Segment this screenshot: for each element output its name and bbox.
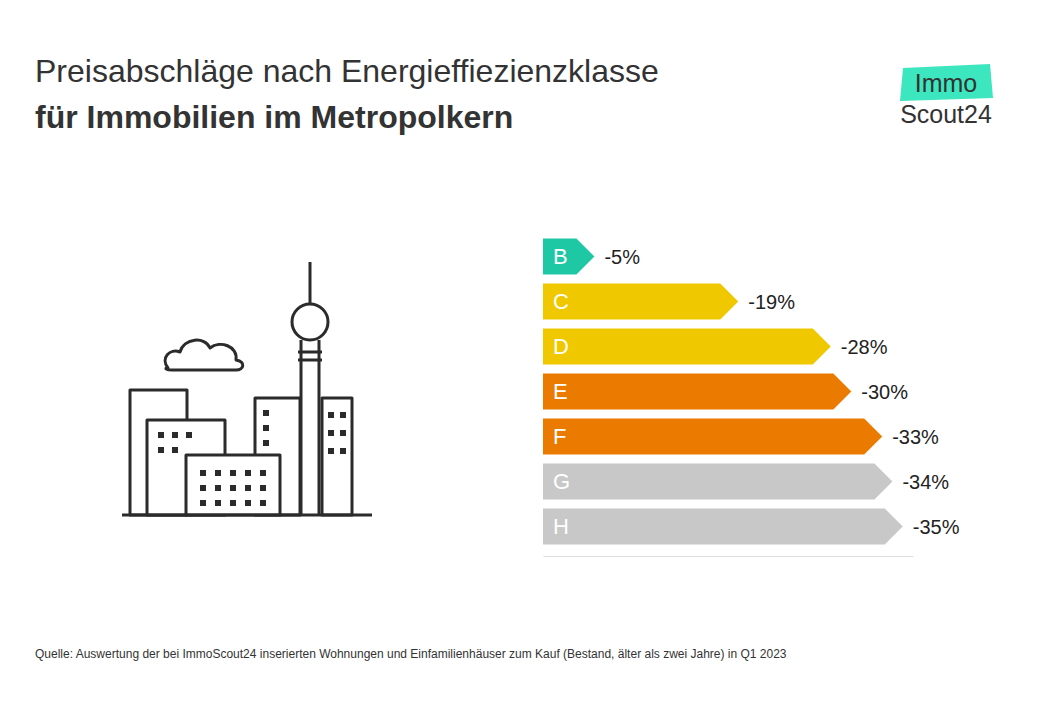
data-label: -35% bbox=[913, 516, 960, 538]
category-label: E bbox=[553, 379, 568, 404]
ground bbox=[122, 514, 372, 517]
title: Preisabschläge nach Energieffiezienzklas… bbox=[35, 53, 659, 89]
bar bbox=[543, 329, 831, 365]
tower bbox=[298, 340, 322, 515]
bars bbox=[543, 239, 903, 545]
bar bbox=[543, 284, 738, 320]
window bbox=[230, 500, 236, 506]
building bbox=[322, 398, 352, 515]
category-label: D bbox=[553, 334, 569, 359]
window bbox=[340, 448, 346, 454]
data-label: -19% bbox=[748, 291, 795, 313]
window bbox=[200, 485, 206, 491]
axis-line bbox=[544, 556, 914, 557]
window bbox=[260, 500, 266, 506]
window bbox=[340, 430, 346, 436]
category-labels: BCDEFGH bbox=[553, 244, 570, 539]
logo-text: Scout24 bbox=[900, 100, 992, 128]
window bbox=[158, 447, 164, 453]
window bbox=[263, 425, 269, 431]
window bbox=[340, 412, 346, 418]
illustration bbox=[122, 262, 372, 515]
x-axis bbox=[544, 556, 914, 557]
window bbox=[200, 500, 206, 506]
window bbox=[230, 485, 236, 491]
logo-background bbox=[900, 64, 993, 101]
data-label: -33% bbox=[892, 426, 939, 448]
windows bbox=[158, 410, 346, 506]
window bbox=[215, 500, 221, 506]
data-labels: -5% -19% -28% -30% -33% -34% -35% bbox=[604, 246, 959, 538]
window bbox=[158, 432, 164, 438]
window bbox=[215, 470, 221, 476]
window bbox=[263, 440, 269, 446]
logo-text: Immo bbox=[915, 69, 978, 97]
data-label: -30% bbox=[861, 381, 908, 403]
data-label: -5% bbox=[604, 246, 640, 268]
data-label: -34% bbox=[902, 471, 949, 493]
window bbox=[215, 485, 221, 491]
window bbox=[245, 470, 251, 476]
category-label: F bbox=[553, 424, 566, 449]
window bbox=[328, 412, 334, 418]
window bbox=[245, 485, 251, 491]
category-label: C bbox=[553, 289, 569, 314]
data-label: -28% bbox=[841, 336, 888, 358]
bar bbox=[543, 239, 594, 275]
category-label: G bbox=[553, 469, 570, 494]
building bbox=[186, 455, 280, 515]
window bbox=[230, 470, 236, 476]
window bbox=[200, 470, 206, 476]
bar bbox=[543, 419, 882, 455]
category-label: B bbox=[553, 244, 568, 269]
window bbox=[245, 500, 251, 506]
chart: Preisabschläge nach Energieffiezienzklas… bbox=[0, 0, 1050, 710]
window bbox=[260, 470, 266, 476]
window bbox=[260, 485, 266, 491]
window bbox=[263, 410, 269, 416]
logo: Immo Scout24 bbox=[900, 64, 993, 128]
bar bbox=[543, 464, 892, 500]
bar bbox=[543, 509, 903, 545]
source: Quelle: Auswertung der bei ImmoScout24 i… bbox=[35, 647, 787, 661]
window bbox=[328, 448, 334, 454]
window bbox=[172, 432, 178, 438]
cloud bbox=[165, 340, 243, 370]
subtitle: für Immobilien im Metropolkern bbox=[35, 99, 513, 135]
tower bbox=[309, 262, 312, 304]
tower bbox=[292, 304, 328, 340]
window bbox=[328, 430, 334, 436]
bar bbox=[543, 374, 851, 410]
window bbox=[172, 447, 178, 453]
category-label: H bbox=[553, 514, 569, 539]
window bbox=[186, 432, 192, 438]
